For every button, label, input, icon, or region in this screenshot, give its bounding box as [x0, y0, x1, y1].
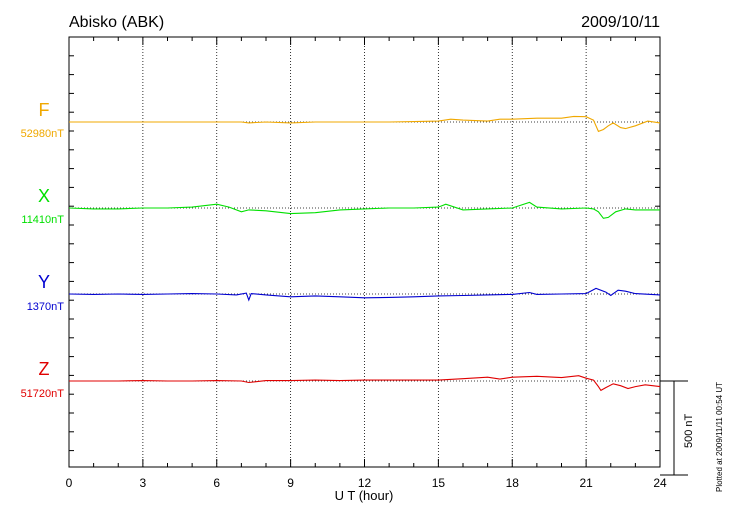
series-name-y: Y	[38, 272, 50, 292]
x-tick-label-9: 9	[287, 476, 294, 490]
x-tick-labels: 0 3 6 9 12 15 18 21 24	[66, 476, 667, 490]
date-title: 2009/10/11	[581, 14, 660, 31]
x-tick-label-0: 0	[66, 476, 73, 490]
series-line-x	[68, 201, 660, 219]
series-baseline-value-f: 52980nT	[21, 128, 65, 140]
series-baseline-value-y: 1370nT	[27, 301, 65, 313]
x-tick-label-6: 6	[213, 476, 220, 490]
x-tick-label-21: 21	[579, 476, 593, 490]
plot-frame	[68, 36, 661, 468]
x-tick-label-24: 24	[653, 476, 667, 490]
x-tick-label-18: 18	[506, 476, 520, 490]
series-name-z: Z	[39, 359, 50, 379]
series-name-f: F	[39, 100, 50, 120]
series-baseline-value-z: 51720nT	[21, 388, 65, 400]
axis-ticks	[68, 37, 661, 467]
scale-bar-label: 500 nT	[683, 413, 695, 448]
series-group: F 52980nT X 11410nT Y 1370nT Z 51720nT	[21, 100, 661, 400]
series-name-x: X	[38, 186, 50, 206]
scale-bar: 500 nT	[660, 380, 695, 476]
x-tick-label-3: 3	[140, 476, 147, 490]
x-axis-label: U T (hour)	[335, 488, 394, 503]
plotted-note: Plotted at 2009/11/11 00:54 UT	[715, 382, 724, 492]
series-line-z	[69, 375, 661, 392]
x-tick-label-12: 12	[358, 476, 372, 490]
series-baseline-value-x: 11410nT	[21, 214, 64, 226]
series-line-f	[69, 115, 661, 133]
station-title: Abisko (ABK)	[69, 14, 164, 31]
grid-lines	[142, 37, 587, 467]
x-tick-label-15: 15	[432, 476, 446, 490]
series-line-y	[68, 287, 661, 302]
